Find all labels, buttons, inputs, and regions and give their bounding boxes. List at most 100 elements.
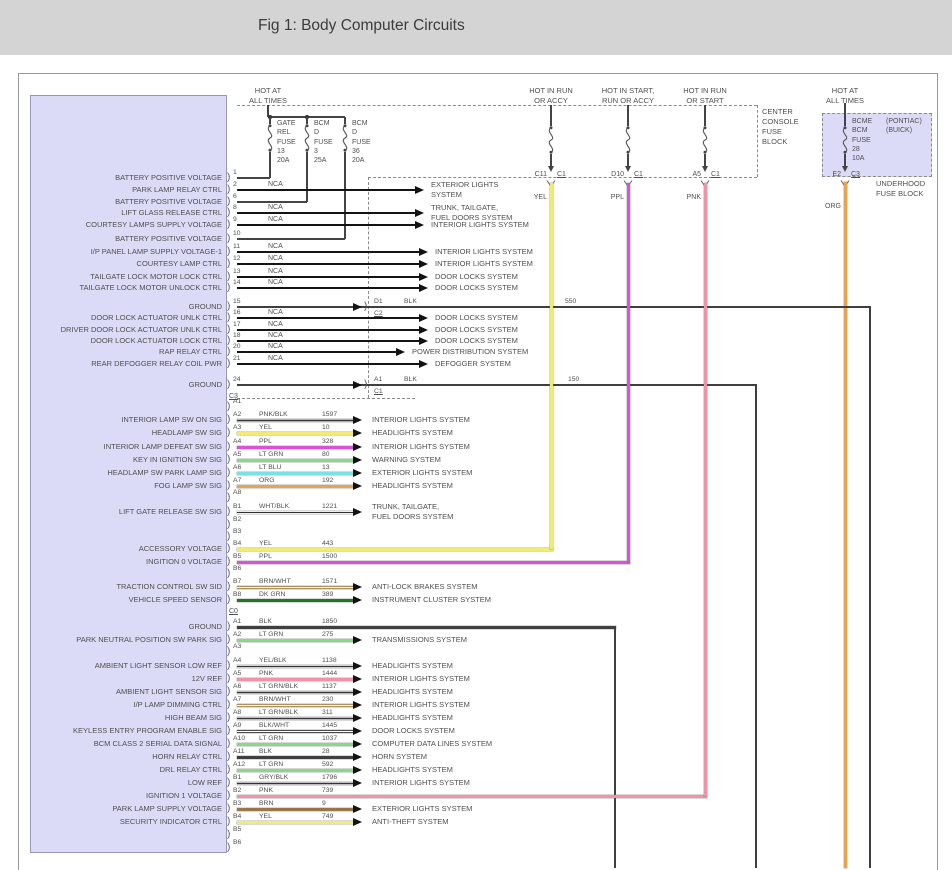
line	[344, 117, 346, 124]
pin-name-label: PARK LAMP RELAY CTRL	[132, 185, 222, 194]
pin-name-label: HORN RELAY CTRL	[152, 752, 222, 761]
nca-label: NCA	[268, 343, 283, 350]
wire	[703, 183, 707, 796]
wire-color-label: YEL	[259, 540, 272, 547]
pin-name-label: HEADLAMP SW SIG	[151, 428, 222, 437]
pin-name-label: FOG LAMP SW SIG	[154, 481, 222, 490]
power-feed-label: HOT IN RUN OR START	[683, 86, 727, 105]
wire	[237, 484, 353, 488]
wire	[237, 677, 353, 681]
pin-bracket: )	[227, 816, 231, 827]
pin-bracket: )	[227, 282, 231, 293]
nca-label: NCA	[268, 355, 283, 362]
pin-id: A11	[233, 748, 245, 755]
line	[627, 154, 629, 168]
pin-bracket: )	[227, 233, 231, 244]
inline-connector-bracket: )	[364, 301, 368, 312]
pin-id: 11	[233, 243, 241, 250]
arrow-right	[353, 381, 362, 389]
pin-id: B1	[233, 503, 242, 510]
dest-label: DOOR LOCKS SYSTEM	[435, 272, 518, 282]
connector-label: C1	[557, 171, 566, 178]
pin-id: A8	[233, 489, 242, 496]
pin-bracket: )	[227, 401, 231, 412]
wire	[237, 690, 353, 694]
pin-id: A3	[233, 424, 242, 431]
line	[267, 105, 269, 117]
connector-label: C1	[374, 388, 383, 395]
connector-label: C2	[374, 310, 383, 317]
arrow-right	[419, 273, 428, 281]
pin-bracket: )	[227, 335, 231, 346]
connector-y-icon	[700, 174, 710, 188]
nca-label: NCA	[268, 255, 283, 262]
wire-color-label: LT GRN	[259, 735, 284, 742]
arrow-right	[353, 662, 362, 670]
power-feed-label: HOT AT ALL TIMES	[826, 86, 864, 105]
pin-id: A12	[233, 761, 246, 768]
pin-name-label: HIGH BEAM SIG	[164, 713, 222, 722]
arrow-right	[396, 348, 405, 356]
dest-label: DEFOGGER SYSTEM	[435, 359, 511, 369]
pin-bracket: )	[227, 621, 231, 632]
arrow-right	[353, 416, 362, 424]
circuit-number: 1500	[322, 553, 338, 560]
wire-color-label: ORG	[259, 477, 275, 484]
arrow-right	[353, 675, 362, 683]
pin-id: 16	[233, 309, 241, 316]
circuit-number: 1138	[322, 657, 337, 664]
pin-id: 18	[233, 332, 241, 339]
circuit-number: 192	[322, 477, 334, 484]
wire	[237, 458, 353, 462]
dest-label: INTERIOR LIGHTS SYSTEM	[431, 220, 529, 230]
circuit-number: 1221	[322, 503, 338, 510]
pin-bracket: )	[227, 594, 231, 605]
pin-bracket: )	[227, 646, 231, 657]
pin-id: A3	[233, 643, 242, 650]
dest-label: HEADLIGHTS SYSTEM	[372, 428, 453, 438]
pin-id: A1	[233, 618, 242, 625]
pin-id: 10	[233, 230, 241, 237]
arrow-right	[353, 482, 362, 490]
nca-label: NCA	[268, 279, 283, 286]
pin-id: A5	[233, 670, 242, 677]
wire	[237, 431, 353, 435]
connector-pin-label: E2	[832, 171, 841, 178]
pin-name-label: GROUND	[188, 622, 222, 631]
power-feed-label: HOT AT ALL TIMES	[249, 86, 287, 105]
line	[237, 177, 270, 179]
line	[237, 262, 420, 266]
pin-id: 13	[233, 268, 241, 275]
pin-bracket: )	[227, 699, 231, 710]
pin-name-label: DRIVER DOOR LOCK ACTUATOR UNLK CTRL	[60, 325, 222, 334]
nca-label: NCA	[268, 204, 283, 211]
arrow-right	[419, 337, 428, 345]
pin-name-label: LOW REF	[187, 778, 222, 787]
connector-label: C3	[851, 171, 860, 178]
junction-dot	[268, 115, 272, 119]
circuit-number: 749	[322, 813, 334, 820]
wire	[237, 598, 353, 602]
pin-bracket: )	[227, 427, 231, 438]
wire-color-label: PNK	[686, 194, 701, 201]
wire-color-label: LT GRN	[259, 631, 284, 638]
circuit-number: 1571	[322, 578, 338, 585]
circuit-number: 550	[565, 298, 577, 305]
circuit-number: 1037	[322, 735, 338, 742]
wire-color-label: PNK	[259, 787, 273, 794]
line	[237, 384, 757, 386]
circuit-number: 9	[322, 800, 326, 807]
fuse-icon	[545, 126, 557, 154]
circuit-number: 1796	[322, 774, 338, 781]
wire	[237, 755, 353, 759]
wire	[237, 585, 353, 589]
pin-name-label: BATTERY POSITIVE VOLTAGE	[115, 173, 222, 182]
pin-bracket: )	[227, 414, 231, 425]
arrow-right	[353, 508, 362, 516]
pin-bracket: )	[227, 467, 231, 478]
dest-label: DOOR LOCKS SYSTEM	[435, 336, 518, 346]
connector-label: C0	[229, 608, 238, 615]
pin-bracket: )	[227, 829, 231, 840]
dest-label: HEADLIGHTS SYSTEM	[372, 765, 453, 775]
line	[844, 103, 846, 126]
